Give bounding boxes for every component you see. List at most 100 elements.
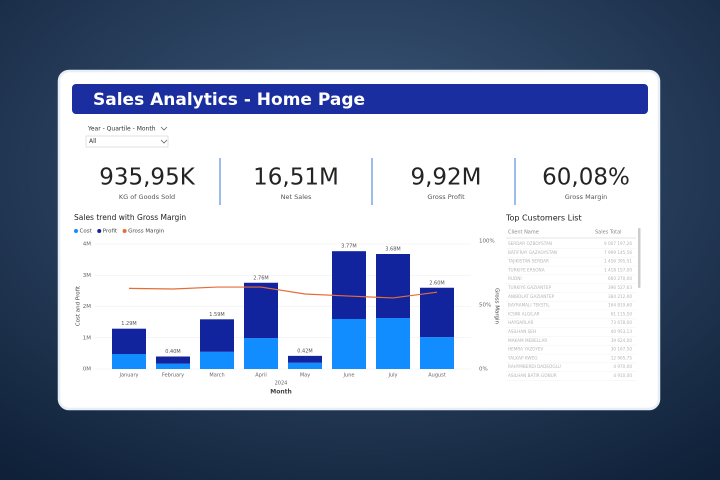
client-name: MAKAM MEBELLAR <box>508 338 547 343</box>
sales-total: 4 910,00 <box>613 373 632 378</box>
slicer-label: Year - Quartile - Month <box>87 126 156 133</box>
legend-label: Cost <box>80 229 93 235</box>
table-title: Top Customers List <box>505 214 582 223</box>
x-tick-label: April <box>255 373 266 379</box>
client-name: YALKAP KWEG <box>507 355 537 360</box>
legend-label: Profit <box>103 229 118 235</box>
sales-total: 73 678,00 <box>611 320 633 325</box>
x-tick-label: January <box>119 373 139 379</box>
x-tick-label: May <box>300 373 310 379</box>
kpi-label: Gross Profit <box>427 193 465 201</box>
y2-tick-label: 50% <box>479 303 491 309</box>
y-axis-label: Cost and Profit <box>76 285 82 326</box>
total-label: 1.59M <box>209 312 224 318</box>
client-name: TAJIKISTAN SERDAR <box>507 259 549 264</box>
bar-segment <box>420 337 454 369</box>
client-name: TURKIYE GAZIANTEP <box>507 285 551 290</box>
chart-title: Sales trend with Gross Margin <box>74 213 186 222</box>
legend-swatch <box>97 229 102 233</box>
total-label: 0.40M <box>165 349 180 355</box>
slicer-value[interactable]: All <box>89 138 97 145</box>
bar-segment <box>332 319 366 369</box>
y2-tick-label: 0% <box>479 367 488 373</box>
sales-total: 7 999 145,56 <box>604 250 632 255</box>
y2-tick-label: 100% <box>479 239 495 245</box>
bar-segment <box>332 251 366 319</box>
table-body: SERDAR OZBOYSTAN 9 007 197,26 BATIFRAY GAZ… <box>506 241 636 381</box>
x-tick-label: June <box>343 373 355 379</box>
client-name: TURKIYE ERSONA <box>507 267 545 272</box>
sales-total: 30 167,50 <box>611 347 633 352</box>
sales-total: 1 418 157,00 <box>604 267 632 272</box>
bar-segment <box>200 351 234 369</box>
x-tick-label: March <box>209 373 224 379</box>
kpi-value: 16,51M <box>253 165 339 191</box>
legend-label: Gross Margin <box>128 229 165 235</box>
kpi-value: 9,92M <box>410 165 481 191</box>
sales-total: 9 007 197,26 <box>604 241 632 246</box>
scrollbar <box>638 228 641 288</box>
kpi-value: 60,08% <box>542 165 630 191</box>
bar-segment <box>376 254 410 319</box>
bar-segment <box>112 354 146 369</box>
kpi-value: 935,95K <box>99 165 195 191</box>
bar-segment <box>288 355 322 363</box>
x-tick-label: July <box>388 373 398 379</box>
bar-segment <box>244 338 278 369</box>
total-label: 3.68M <box>385 247 400 253</box>
bar-segment <box>200 319 234 352</box>
y-tick-label: 0M <box>83 367 91 373</box>
x-tick-label: February <box>162 373 184 379</box>
header-bar <box>72 84 648 114</box>
sales-total: 39 624,00 <box>611 338 633 343</box>
bar-segment <box>420 287 454 338</box>
kpi-label: Gross Margin <box>565 193 608 201</box>
y-tick-label: 2M <box>83 304 91 310</box>
sales-total: 12 965,75 <box>611 355 633 360</box>
kpi-label: KG of Goods Sold <box>119 193 175 201</box>
bar-segment <box>112 328 146 354</box>
sales-total: 384 212,00 <box>608 294 632 299</box>
client-name: ASILHAN SEH <box>508 329 536 334</box>
sales-total: 4 970,00 <box>613 364 632 369</box>
sales-total: 61 115,50 <box>611 311 633 316</box>
legend-swatch <box>74 229 78 233</box>
bar-segment <box>156 356 190 364</box>
line-series <box>128 286 438 299</box>
y2-axis-label: Gross Margin <box>494 288 500 325</box>
x-sublabel: 2024 <box>275 381 288 387</box>
sales-total: 164 819,60 <box>608 303 632 308</box>
bar-segment <box>244 282 278 339</box>
sales-total: 40 953,13 <box>611 329 633 334</box>
y-tick-label: 4M <box>83 242 91 248</box>
client-name: BAYRAMALI TEKSTIL <box>508 303 550 308</box>
table-header: Sales Total <box>595 230 622 236</box>
client-name: HAYDARLAR <box>508 320 533 325</box>
client-name: BATIFRAY GAZAOYSTAN <box>508 250 557 255</box>
y-tick-label: 3M <box>83 273 91 279</box>
client-name: SERDAR OZBOYSTAN <box>508 241 552 246</box>
x-tick-label: August <box>428 373 446 379</box>
client-name: RAHYMBERDI DADEOGLU <box>508 364 561 369</box>
slicer-chevron <box>160 126 168 131</box>
client-name: ICSINI ALGILAR <box>508 311 540 316</box>
total-label: 2.60M <box>429 280 444 286</box>
total-label: 2.76M <box>253 275 268 281</box>
bar-segment <box>376 318 410 369</box>
total-label: 1.29M <box>121 321 136 327</box>
sales-total: 660 270,00 <box>608 276 632 281</box>
client-name: ANIBOLAT GAZIANTEP <box>508 294 555 299</box>
slicer-dropdown[interactable] <box>85 135 169 148</box>
total-label: 0.42M <box>297 348 312 354</box>
bar-segment <box>156 363 190 369</box>
legend-swatch <box>122 229 127 233</box>
y-tick-label: 1M <box>83 335 91 341</box>
table-header: Client Name <box>508 230 539 236</box>
sales-total: 1 456 395,51 <box>604 259 632 264</box>
bar-segment <box>288 362 322 369</box>
client-name: RUDNI <box>508 276 522 281</box>
client-name: HEMRA YAZGYEV <box>508 347 544 352</box>
kpi-label: Net Sales <box>281 193 312 201</box>
